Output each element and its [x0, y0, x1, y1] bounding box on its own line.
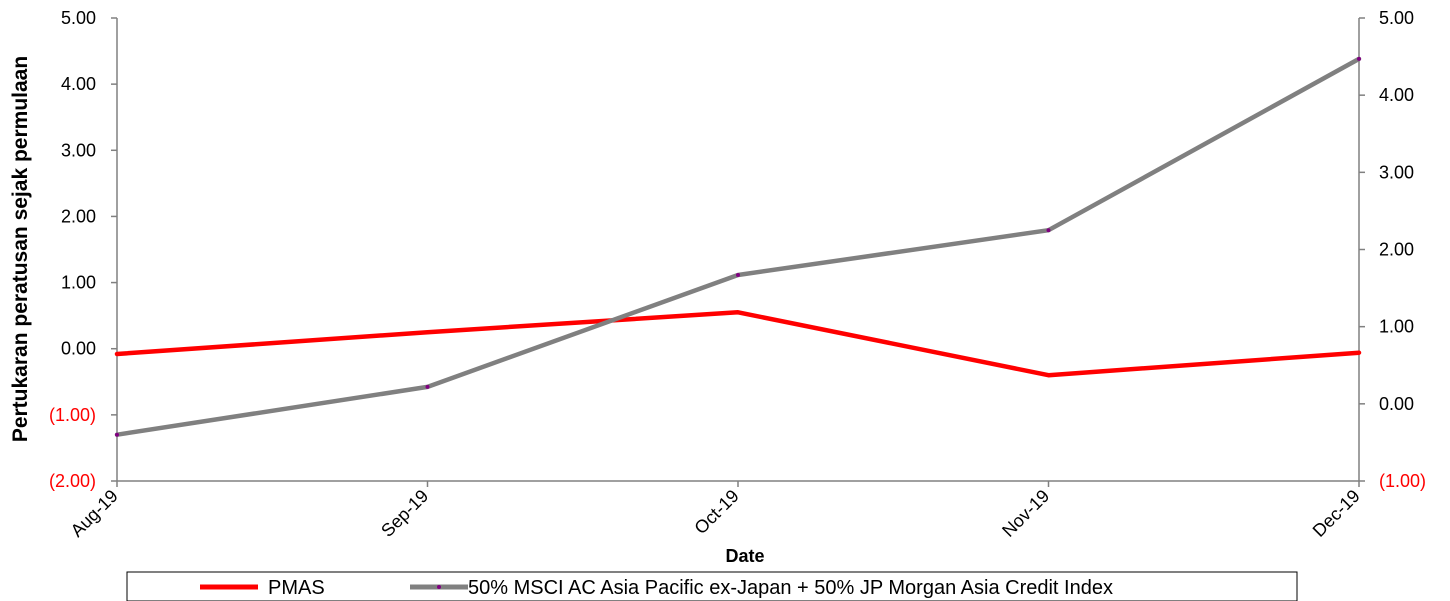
legend-box [126, 571, 1298, 601]
y-left-tick-label: (2.00) [49, 471, 96, 491]
legend-marker-1 [437, 585, 441, 589]
y-axis-title: Pertukaran peratusan sejak permulaan [9, 56, 32, 442]
x-tick-label: Sep-19 [377, 486, 432, 541]
x-tick-label: Nov-19 [998, 486, 1053, 541]
legend-label-1: 50% MSCI AC Asia Pacific ex-Japan + 50% … [468, 577, 1113, 599]
y-right-tick-label: 4.00 [1379, 85, 1414, 105]
y-right-tick-label: 0.00 [1379, 394, 1414, 414]
series-point-1 [1046, 228, 1051, 233]
x-tick-label: Oct-19 [690, 486, 742, 538]
series-point-1 [1357, 56, 1361, 61]
y-left-tick-label: 2.00 [61, 206, 96, 226]
x-tick-label: Aug-19 [67, 486, 122, 541]
y-right-tick-label: 1.00 [1379, 317, 1414, 337]
x-axis-title: Date [725, 546, 764, 566]
y-right-tick-label: 3.00 [1379, 162, 1414, 182]
x-tick-label: Dec-19 [1309, 486, 1364, 541]
y-left-tick-label: 5.00 [61, 8, 96, 28]
y-right-tick-label: (1.00) [1379, 471, 1426, 491]
chart-legend: PMAS 50% MSCI AC Asia Pacific ex-Japan + … [126, 571, 1298, 601]
y-left-tick-label: 0.00 [61, 339, 96, 359]
y-left-tick-label: (1.00) [49, 405, 96, 425]
y-right-tick-label: 5.00 [1379, 8, 1414, 28]
y-left-tick-label: 1.00 [61, 273, 96, 293]
series-point-1 [115, 432, 119, 437]
legend-label-0: PMAS [268, 577, 325, 599]
series-line-1 [114, 56, 1362, 437]
chart-series-layer [114, 56, 1362, 437]
y-left-tick-label: 4.00 [61, 74, 96, 94]
y-left-tick-label: 3.00 [61, 140, 96, 160]
series-point-1 [736, 272, 740, 277]
series-point-1 [425, 384, 430, 389]
y-right-tick-label: 2.00 [1379, 240, 1414, 260]
series-line-0 [114, 310, 1362, 378]
